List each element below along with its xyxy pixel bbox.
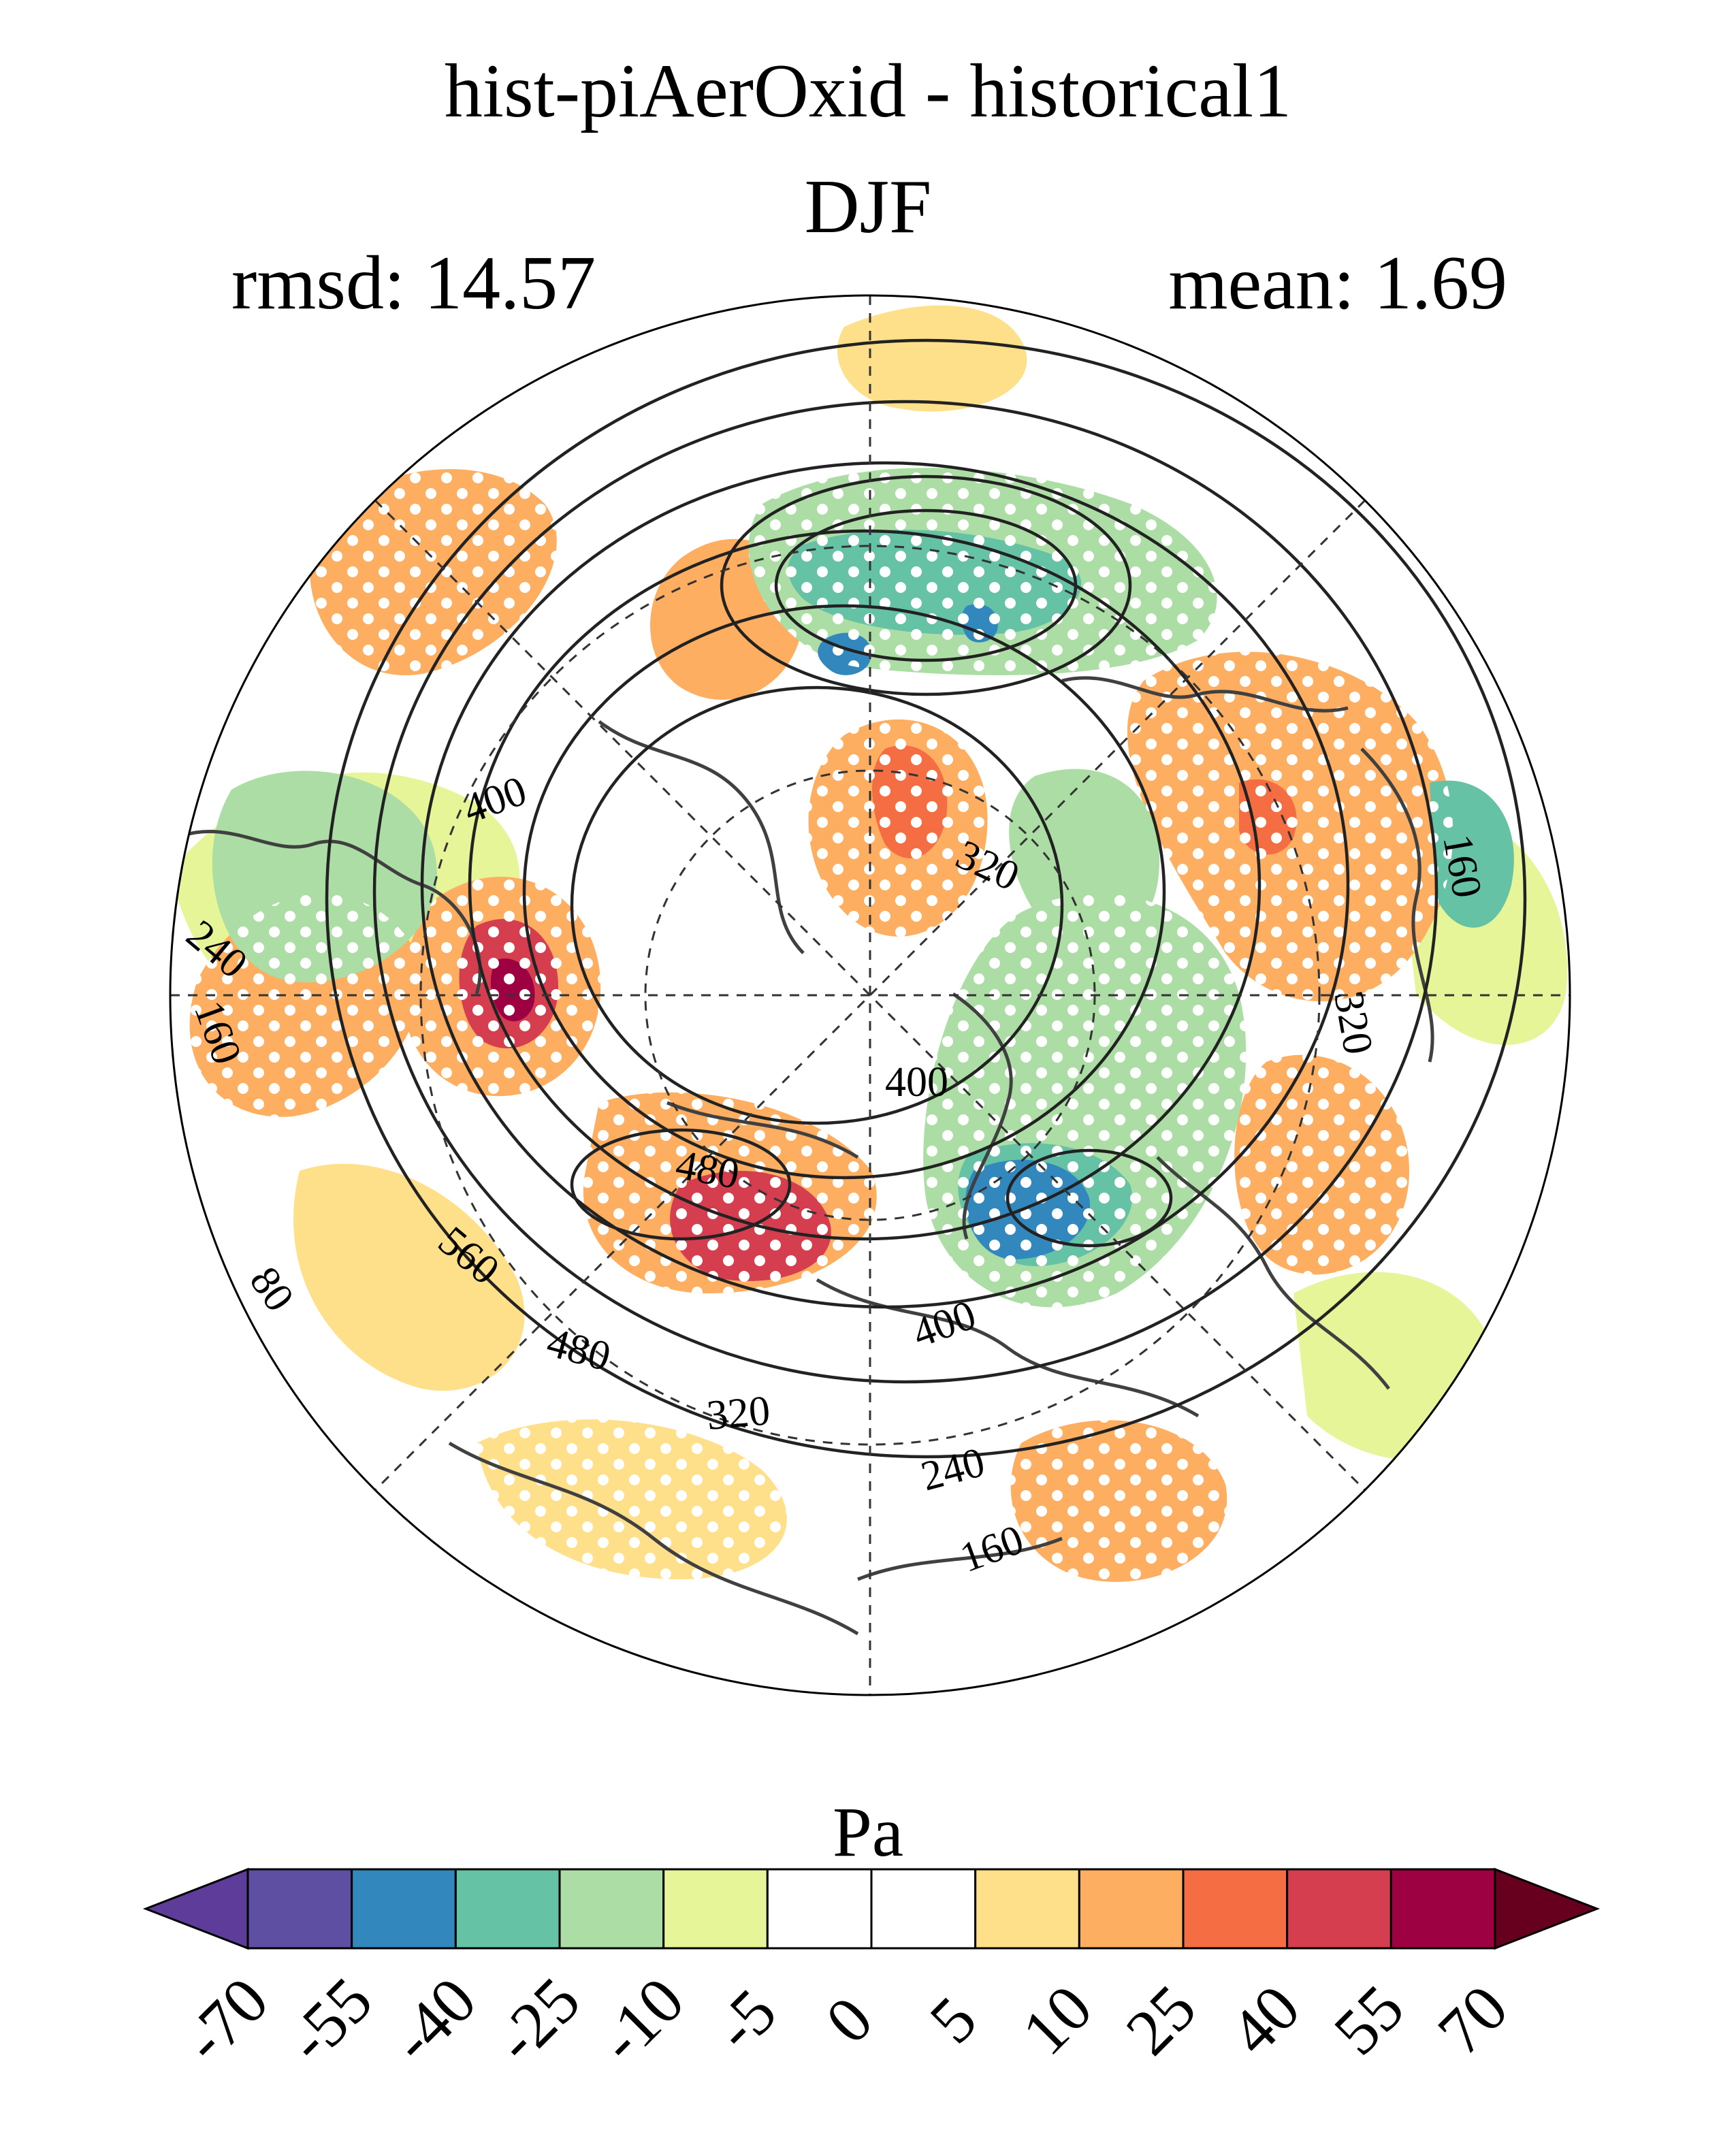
contour-label: 480 [673, 1142, 743, 1198]
colorbar-tick-label: 10 [1008, 1971, 1106, 2069]
colorbar-tick-label: -55 [273, 1963, 386, 2076]
orange-region-top [837, 305, 1027, 412]
colorbar-extend-low [142, 1867, 249, 1950]
colorbar-box [662, 1868, 769, 1950]
polar-map: 400 320 240 160 400 480 560 80 480 320 2… [169, 294, 1571, 1696]
graticule [170, 295, 1570, 1695]
colorbar-tick-label: 25 [1112, 1971, 1210, 2069]
colorbar-box [1078, 1868, 1185, 1950]
colorbar-tick-labels: -70-55-40-25-10 -5 0 5 10 25 40 55 70 [169, 1963, 1522, 2076]
colorbar-box [974, 1868, 1080, 1950]
contour-label: 320 [705, 1387, 772, 1439]
contour-label: 400 [885, 1059, 948, 1106]
rmsd-label: rmsd: 14.57 [231, 241, 596, 325]
colorbar-box [1182, 1868, 1289, 1950]
colorbar-box [246, 1868, 353, 1950]
colorbar-box [870, 1868, 977, 1950]
colorbar-box [351, 1868, 457, 1950]
colorbar-box [1389, 1868, 1496, 1950]
season-label: DJF [804, 165, 932, 249]
colorbar-units: Pa [833, 1793, 903, 1871]
contour-label: 320 [1325, 988, 1381, 1058]
colorbar-tick-label: 0 [811, 1982, 886, 2057]
colorbar-box [1286, 1868, 1392, 1950]
contour-label: 160 [1434, 831, 1490, 901]
colorbar-tick-label: 70 [1424, 1971, 1522, 2069]
colorbar-tick-label: -70 [169, 1963, 282, 2076]
colorbar-tick-label: 55 [1320, 1971, 1418, 2069]
map-boundary [169, 294, 1571, 1696]
colorbar-boxes [142, 1867, 1601, 1950]
colorbar-tick-label: -5 [700, 1975, 790, 2065]
colorbar-box [454, 1868, 561, 1950]
colorbar-tick-label: -25 [481, 1963, 594, 2076]
colorbar-tick-label: 5 [916, 1982, 991, 2057]
colorbar-box [766, 1868, 873, 1950]
colorbar-tick-label: -40 [376, 1963, 489, 2076]
colorbar-box [558, 1868, 665, 1950]
figure-title: hist-piAerOxid - historical1 [444, 49, 1292, 133]
coastlines [176, 676, 1434, 1636]
colorbar-tick-label: 40 [1216, 1971, 1314, 2069]
colorbar-tick-label: -10 [585, 1963, 698, 2076]
orange-region-southwest [293, 1163, 525, 1391]
colorbar-extend-high [1494, 1867, 1601, 1950]
climatology-contours [325, 338, 1527, 1459]
significance-stippling [189, 468, 1453, 1582]
mean-label: mean: 1.69 [1168, 241, 1507, 325]
